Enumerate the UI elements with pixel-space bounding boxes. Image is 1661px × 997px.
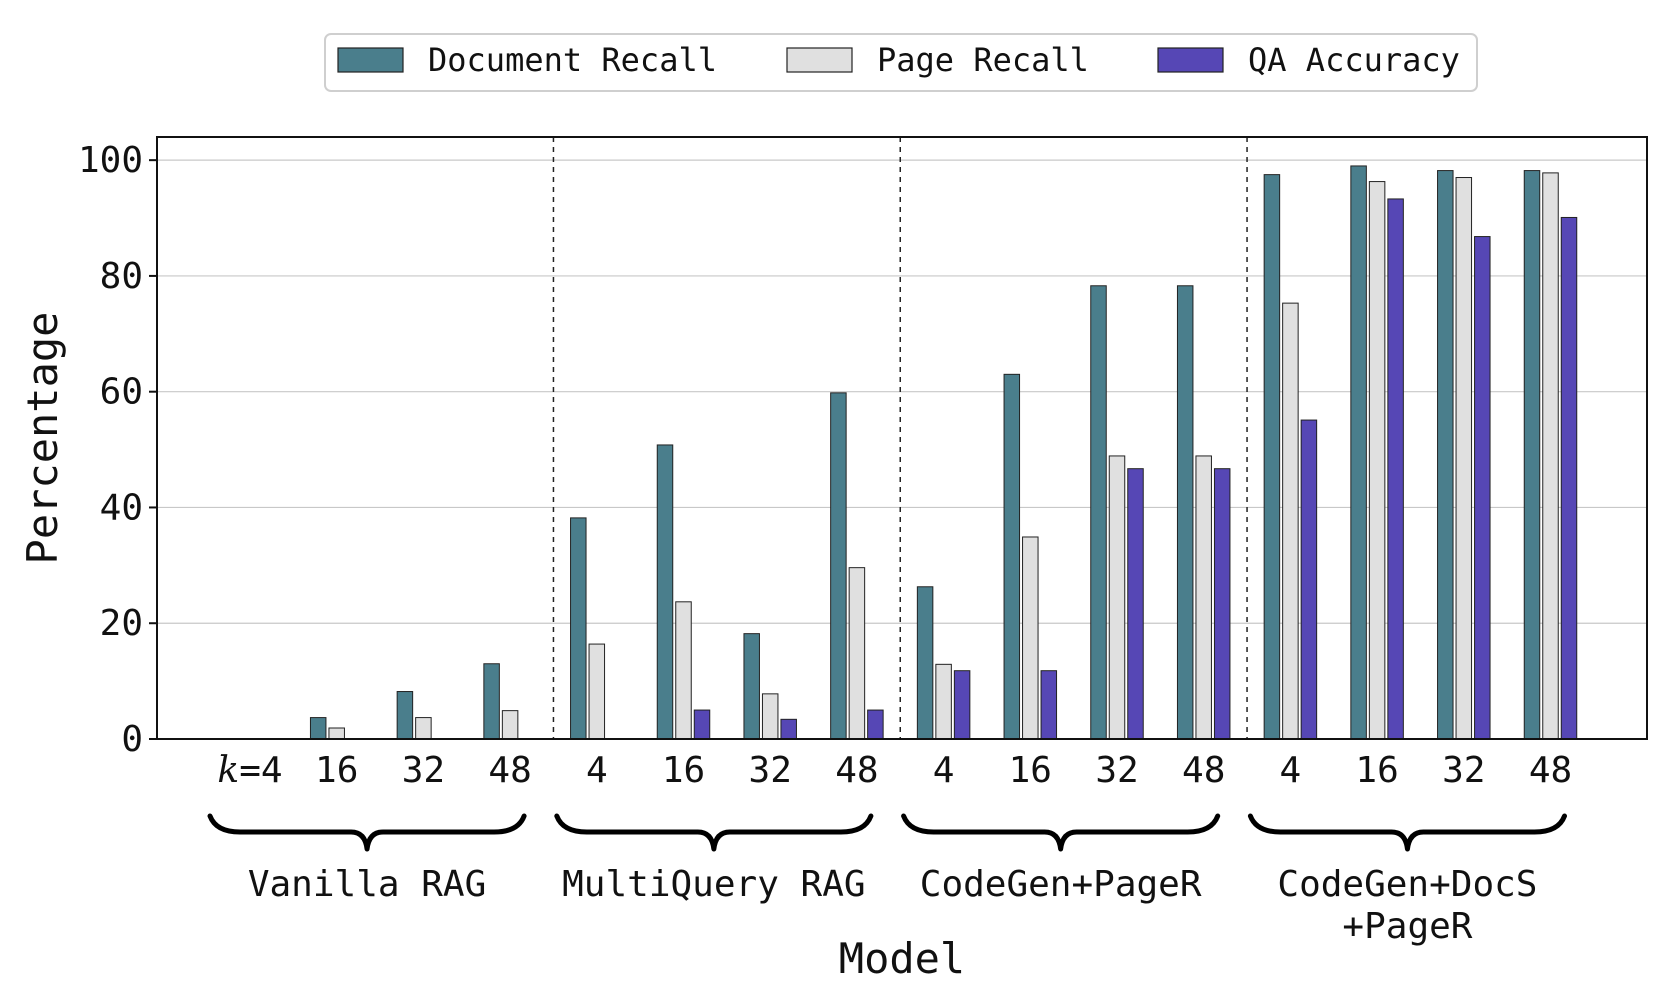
y-tick-label: 80 (100, 256, 143, 297)
y-tick-label: 20 (100, 603, 143, 644)
x-tick-label-k: k (217, 750, 239, 791)
bar-document-recall (916, 586, 934, 740)
group-brace (207, 813, 527, 852)
group-label: MultiQuery RAG (562, 864, 865, 905)
group-braces (207, 813, 1567, 852)
bar-page-recall (501, 710, 519, 740)
bar-qa-accuracy (1040, 670, 1058, 740)
bar-page-recall (588, 643, 606, 740)
gridlines (157, 159, 1647, 740)
bar-qa-accuracy (1300, 419, 1318, 740)
bar-page-recall (848, 567, 866, 740)
legend-label: Document Recall (428, 41, 717, 79)
bar-document-recall (1090, 285, 1107, 740)
group-brace (901, 813, 1221, 852)
group-label-line: CodeGen+DocS (1277, 864, 1537, 905)
legend-label: QA Accuracy (1248, 41, 1460, 79)
bar-qa-accuracy (1560, 216, 1578, 740)
legend-swatch (337, 47, 404, 73)
x-tick-label: 32 (1095, 750, 1138, 791)
y-axis-title: Percentage (18, 312, 67, 565)
bar-document-recall (656, 444, 674, 740)
group-label-line: Vanilla RAG (248, 864, 486, 905)
x-axis-ticks: k=4 16 32 48 4 16 32 48 4 16 32 48 4 16 32 48 (217, 750, 1572, 791)
bar-document-recall (743, 633, 760, 740)
legend: Document Recall Page Recall QA Accuracy (324, 33, 1478, 92)
bar-qa-accuracy (693, 709, 711, 740)
bar-document-recall (1350, 165, 1367, 740)
x-tick-label: 48 (1182, 750, 1225, 791)
bar-page-recall (1195, 455, 1212, 740)
legend-swatch (786, 47, 853, 73)
bar-page-recall (1108, 455, 1126, 740)
group-label-line: CodeGen+PageR (920, 864, 1202, 905)
x-tick-label: 16 (315, 750, 358, 791)
group-brace (554, 813, 874, 852)
group-label: Vanilla RAG (248, 864, 486, 905)
bar-qa-accuracy (1387, 198, 1404, 740)
x-tick-label: 32 (1442, 750, 1485, 791)
x-tick-label: 4 (1280, 750, 1302, 791)
group-label-line: MultiQuery RAG (562, 864, 865, 905)
legend-swatch (1157, 47, 1224, 73)
y-axis-ticks: 0 20 40 60 80 100 (78, 140, 157, 760)
group-label: CodeGen+PageR (920, 864, 1202, 905)
bar-page-recall (1455, 177, 1473, 740)
bar-page-recall (328, 727, 345, 740)
x-tick-label: 48 (1529, 750, 1572, 791)
group-labels: Vanilla RAG MultiQuery RAG CodeGen+PageR Co… (248, 864, 1538, 947)
bar-page-recall (761, 693, 779, 740)
bar-page-recall (1542, 172, 1559, 740)
x-tick-label: 32 (749, 750, 792, 791)
bar-qa-accuracy (1127, 468, 1144, 740)
bar-document-recall (830, 392, 847, 740)
y-tick-label: 60 (100, 372, 143, 413)
y-tick-label: 40 (100, 487, 143, 528)
x-tick-label: 4 (586, 750, 608, 791)
legend-label: Page Recall (877, 41, 1089, 79)
bars (309, 165, 1578, 740)
bar-document-recall (396, 691, 414, 740)
bar-qa-accuracy (1474, 236, 1491, 740)
bar-page-recall (1282, 302, 1299, 740)
group-label: CodeGen+DocS +PageR (1277, 864, 1537, 947)
bar-qa-accuracy (780, 718, 797, 740)
bar-qa-accuracy (953, 670, 971, 740)
group-label-line: +PageR (1342, 906, 1472, 947)
bar-document-recall (1437, 170, 1454, 740)
plot-frame (156, 136, 1648, 740)
x-tick-label: k=4 (217, 750, 282, 791)
x-tick-label: 16 (1355, 750, 1398, 791)
x-tick-label: 4 (933, 750, 955, 791)
bar-document-recall (1003, 373, 1021, 740)
bar-document-recall (483, 663, 500, 740)
bar-page-recall (675, 601, 692, 740)
y-tick-label: 100 (78, 140, 143, 181)
x-axis-title: Model (839, 934, 965, 983)
bar-document-recall (309, 717, 327, 740)
x-tick-label: 16 (662, 750, 705, 791)
y-tick-label: 0 (121, 719, 143, 760)
x-tick-label: 48 (488, 750, 531, 791)
x-tick-label: 16 (1009, 750, 1052, 791)
x-tick-label: 48 (835, 750, 878, 791)
bar-document-recall (1523, 170, 1541, 740)
x-tick-label: 32 (402, 750, 445, 791)
group-separators (552, 137, 1248, 739)
bar-document-recall (570, 517, 587, 740)
bar-document-recall (1263, 174, 1281, 740)
bar-qa-accuracy (867, 709, 884, 740)
bar-page-recall (1368, 181, 1386, 740)
bar-document-recall (1176, 285, 1194, 740)
bar-page-recall (415, 717, 432, 740)
bar-qa-accuracy (1213, 468, 1231, 740)
group-brace (1247, 813, 1567, 852)
bar-page-recall (1022, 536, 1039, 740)
bar-page-recall (935, 663, 952, 740)
x-tick-label-value: =4 (239, 750, 282, 791)
